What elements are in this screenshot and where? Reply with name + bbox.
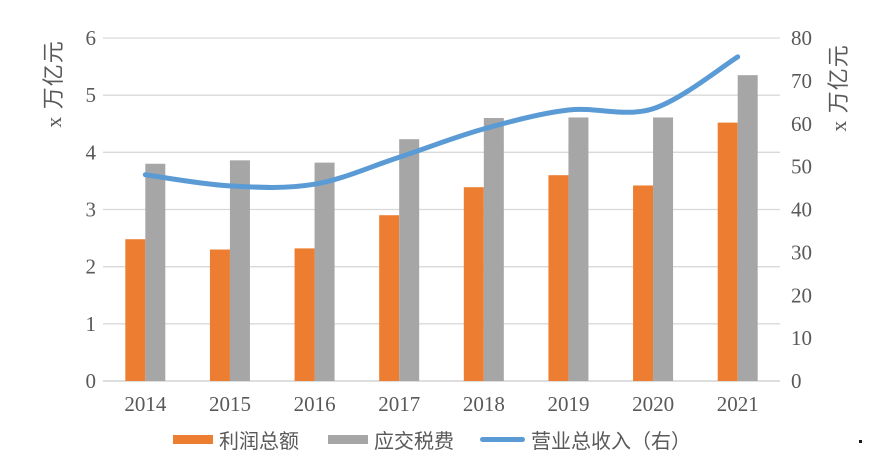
- legend-label-revenue: 营业总收入（右）: [531, 430, 691, 452]
- right-axis-title: x 万亿元: [826, 44, 851, 132]
- x-axis-tick-2019: 2019: [547, 392, 589, 416]
- right-axis-tick-30: 30: [791, 240, 812, 264]
- x-axis-tick-2017: 2017: [378, 392, 420, 416]
- left-axis-tick-5: 5: [86, 83, 97, 107]
- line-revenue: [142, 54, 741, 190]
- bar-tax-2015: [229, 160, 250, 381]
- right-axis-tick-10: 10: [791, 326, 812, 350]
- right-axis-tick-80: 80: [791, 26, 812, 50]
- right-axis-tick-40: 40: [791, 198, 812, 222]
- right-axis-tick-70: 70: [791, 69, 812, 93]
- bar-profit-2016: [294, 248, 315, 381]
- bar-profit-2018: [463, 187, 484, 381]
- speck-artifact: [859, 440, 862, 443]
- x-axis-tick-2018: 2018: [463, 392, 505, 416]
- legend-item-revenue: 营业总收入（右）: [480, 427, 691, 452]
- bar-tax-2021: [737, 75, 758, 382]
- left-axis-tick-2: 2: [86, 255, 97, 279]
- revenue-line-swatch-icon: [480, 436, 525, 442]
- bar-tax-2020: [653, 117, 674, 381]
- bar-tax-2016: [314, 162, 335, 381]
- x-axis-tick-2014: 2014: [124, 392, 167, 416]
- tax-swatch-icon: [328, 434, 368, 444]
- left-axis-tick-3: 3: [86, 198, 97, 222]
- right-axis-tick-0: 0: [791, 369, 802, 393]
- profit-swatch-icon: [173, 434, 213, 444]
- left-axis-tick-6: 6: [86, 26, 97, 50]
- x-axis-tick-2015: 2015: [209, 392, 251, 416]
- left-axis-tick-0: 0: [86, 369, 97, 393]
- bar-profit-2019: [548, 175, 569, 381]
- bar-profit-2021: [717, 122, 738, 382]
- legend-item-tax: 应交税费: [328, 427, 454, 452]
- bar-profit-2017: [379, 215, 400, 381]
- left-axis-title: x 万亿元: [41, 40, 66, 128]
- x-axis-tick-2016: 2016: [294, 392, 336, 416]
- bar-profit-2014: [125, 239, 146, 381]
- legend-label-profit: 利润总额: [219, 430, 299, 452]
- bar-tax-2019: [568, 117, 589, 381]
- legend-item-profit: 利润总额: [173, 427, 299, 452]
- right-axis-tick-20: 20: [791, 283, 812, 307]
- x-axis-tick-2021: 2021: [717, 392, 759, 416]
- legend-label-tax: 应交税费: [374, 430, 454, 452]
- left-axis-tick-1: 1: [86, 312, 97, 336]
- bar-profit-2015: [209, 249, 230, 381]
- bar-tax-2018: [483, 118, 504, 382]
- right-axis-tick-60: 60: [791, 112, 812, 136]
- bar-tax-2014: [145, 163, 166, 381]
- bar-profit-2020: [633, 185, 654, 381]
- right-axis-tick-50: 50: [791, 155, 812, 179]
- left-axis-tick-4: 4: [86, 140, 97, 164]
- x-axis-tick-2020: 2020: [632, 392, 674, 416]
- bar-tax-2017: [399, 139, 420, 381]
